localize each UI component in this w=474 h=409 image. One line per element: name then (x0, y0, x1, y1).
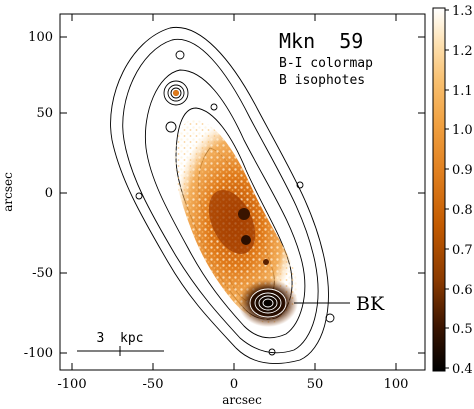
star-source (173, 90, 179, 96)
colorbar-tick-label: 1.1 (452, 84, 473, 99)
image-panel: -100 -50 0 50 100 100 50 0 -50 -100 arcs… (1, 13, 426, 407)
colorbar-tick-label: 1.2 (452, 44, 473, 59)
knot-2 (241, 235, 251, 245)
x-tick-label: 100 (384, 377, 409, 392)
y-tick-label: 100 (28, 30, 53, 45)
y-tick-label: -50 (32, 266, 53, 281)
x-tick-label: 0 (230, 377, 238, 392)
bk-contours (249, 288, 287, 318)
y-axis-title: arcsec (1, 172, 15, 212)
colorbar-tick-label: 0.8 (452, 203, 473, 218)
x-tick-label: 50 (307, 377, 324, 392)
y-tick-label: -100 (24, 346, 53, 361)
colorbar-tick-label: 0.9 (452, 163, 473, 178)
y-tick-label: 50 (36, 106, 53, 121)
subtitle-line-1: B-I colormap (279, 56, 373, 71)
bk-knot (238, 279, 298, 327)
x-tick-label: -100 (57, 377, 86, 392)
colorbar-gradient (432, 7, 446, 372)
colorbar-tick-label: 0.6 (452, 283, 473, 298)
colorbar-tick-label: 0.4 (452, 362, 473, 377)
colorbar-tick-label: 1.0 (452, 123, 473, 138)
subtitle-line-2: B isophotes (279, 73, 365, 88)
bk-annotation: BK (356, 293, 385, 315)
knot-1 (238, 208, 250, 220)
x-tick-label: -50 (143, 377, 164, 392)
axis-ticks (60, 14, 425, 370)
scale-bar-label: 3 kpc (97, 331, 144, 346)
y-tick-label: 0 (45, 186, 53, 201)
colorbar-tick-label: 0.7 (452, 243, 473, 258)
colorbar-tick-label: 0.5 (452, 322, 473, 337)
colorbar-ticks (445, 9, 449, 369)
colorbar-tick-label: 1.3 (452, 4, 473, 19)
x-axis-title: arcsec (222, 393, 262, 407)
colorbar: 1.3 1.2 1.1 1.0 0.9 0.8 0.7 0.6 0.5 0.4 (432, 4, 473, 377)
image-title: Mkn 59 (279, 29, 363, 53)
knot-3 (263, 259, 269, 265)
galaxy-image (110, 26, 335, 365)
